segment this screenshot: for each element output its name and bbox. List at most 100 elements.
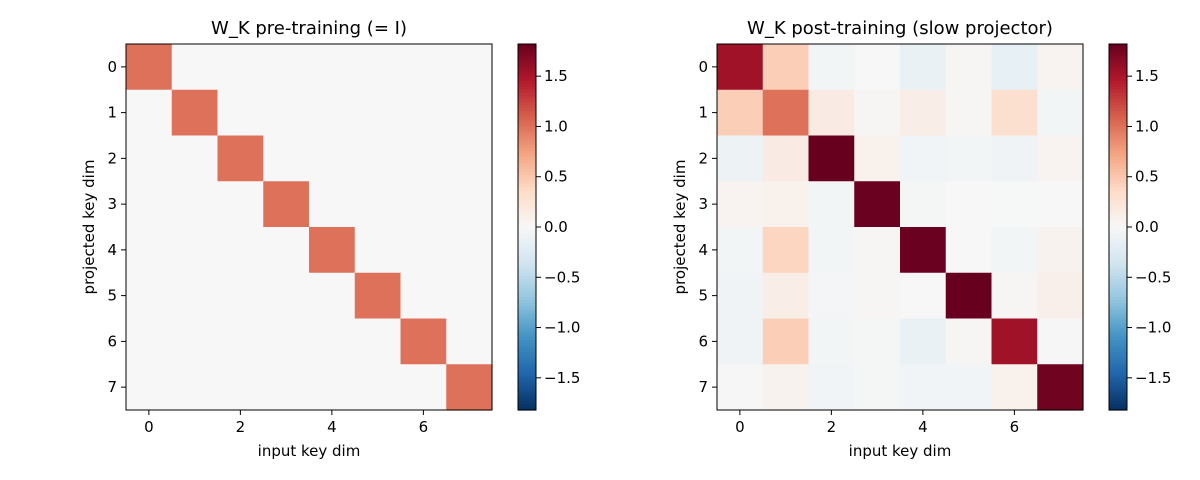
colorbar-segment (518, 89, 536, 94)
colorbar-segment (518, 257, 536, 262)
colorbar-segment (518, 92, 536, 97)
colorbar-segment (1109, 153, 1127, 158)
heatmap-cell (400, 44, 447, 91)
colorbar-tick-label: 0.0 (1135, 218, 1159, 236)
heatmap-cell (400, 181, 447, 228)
chart-title: W_K post-training (slow projector) (747, 18, 1053, 39)
colorbar-segment (1109, 406, 1127, 411)
colorbar-segment (1109, 126, 1127, 130)
colorbar-segment (518, 230, 536, 234)
colorbar-segment (518, 144, 536, 149)
colorbar-segment (518, 193, 536, 198)
colorbar-segment (1109, 364, 1127, 368)
colorbar-segment (518, 80, 536, 85)
colorbar-segment (518, 236, 536, 240)
heatmap-cell (945, 44, 993, 91)
colorbar-tick-label: 0.5 (544, 168, 568, 186)
heatmap-cell (400, 89, 447, 137)
y-tick-label: 6 (107, 332, 117, 350)
colorbar-segment (1109, 172, 1127, 176)
heatmap-cell (945, 89, 993, 137)
colorbar-segment (1109, 169, 1127, 173)
x-tick-label: 0 (735, 418, 745, 436)
colorbar-segment (518, 403, 536, 408)
heatmap-cell (717, 318, 764, 365)
colorbar-segment (518, 342, 536, 347)
colorbar-segment (518, 382, 536, 387)
y-axis-label: projected key dim (671, 160, 689, 295)
x-axis-label: input key dim (258, 442, 361, 460)
colorbar-segment (518, 297, 536, 301)
colorbar-segment (1109, 217, 1127, 222)
colorbar-segment (518, 251, 536, 256)
colorbar-segment (1109, 208, 1127, 213)
y-tick-label: 1 (698, 104, 708, 122)
x-axis-label: input key dim (849, 442, 952, 460)
colorbar-segment (518, 406, 536, 411)
colorbar-segment (518, 117, 536, 121)
x-tick-label: 0 (144, 418, 154, 436)
colorbar-tick-label: 1.5 (544, 67, 568, 85)
colorbar-segment (1109, 92, 1127, 97)
colorbar-segment (1109, 53, 1127, 57)
heatmap-cell (1037, 89, 1084, 137)
heatmap-cell (1037, 318, 1084, 365)
colorbar-segment (518, 132, 536, 137)
heatmap-cell (945, 272, 993, 320)
colorbar-segment (518, 123, 536, 127)
colorbar-segment (1109, 220, 1127, 225)
colorbar-tick-label: −1.5 (544, 369, 580, 387)
heatmap-cell (762, 135, 810, 182)
colorbar-segment (518, 199, 536, 204)
plot-frame (125, 43, 493, 411)
colorbar-segment (518, 50, 536, 54)
colorbar-segment (1109, 263, 1127, 268)
colorbar-segment (518, 272, 536, 277)
colorbar-segment (518, 330, 536, 335)
heatmap-cell (808, 181, 855, 228)
heatmap-cell (945, 364, 993, 411)
colorbar-segment (518, 300, 536, 304)
colorbar-tick-label: 1.0 (544, 117, 568, 135)
heatmap-cell (1037, 227, 1084, 274)
colorbar-segment (518, 205, 536, 210)
heatmap-cell (217, 135, 264, 182)
colorbar-segment (1109, 379, 1127, 384)
colorbar-tick-label: 0.0 (544, 218, 568, 236)
colorbar-segment (518, 220, 536, 225)
colorbar-segment (1109, 132, 1127, 137)
colorbar-segment (518, 108, 536, 112)
y-tick-label: 5 (698, 287, 708, 305)
colorbar-segment (1109, 80, 1127, 85)
colorbar-segment (1109, 242, 1127, 246)
y-tick-label: 7 (698, 378, 708, 396)
heatmap-cell (171, 44, 219, 91)
colorbar-segment (1109, 370, 1127, 374)
heatmap-cell (446, 44, 493, 91)
heatmap-cell (854, 272, 901, 320)
colorbar-segment (1109, 355, 1127, 359)
heatmap-cell (991, 181, 1038, 228)
colorbar-segment (1109, 74, 1127, 79)
colorbar-segment (518, 56, 536, 60)
colorbar-segment (518, 77, 536, 82)
heatmap-cell (762, 364, 810, 411)
colorbar-segment (1109, 196, 1127, 201)
colorbar-segment (518, 181, 536, 185)
colorbar-segment (1109, 245, 1127, 249)
colorbar-segment (518, 101, 536, 106)
colorbar-segment (518, 336, 536, 341)
colorbar-segment (518, 318, 536, 323)
colorbar-segment (1109, 275, 1127, 280)
colorbar-segment (1109, 233, 1127, 237)
colorbar-segment (518, 266, 536, 271)
colorbar-segment (518, 367, 536, 371)
heatmap-cell (126, 44, 173, 91)
heatmap-cell (945, 181, 993, 228)
colorbar-segment (1109, 120, 1127, 124)
heatmap-cell (900, 135, 947, 182)
colorbar-segment (518, 53, 536, 57)
colorbar-segment (518, 303, 536, 307)
colorbar-segment (1109, 300, 1127, 304)
heatmap-cell (762, 272, 810, 320)
